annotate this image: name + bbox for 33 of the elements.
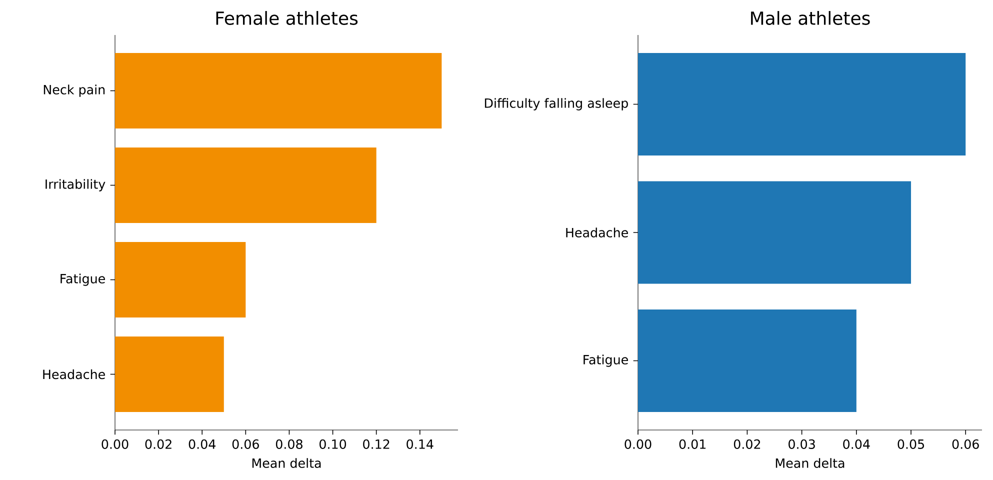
- x-tick-label: 0.00: [624, 439, 652, 449]
- bar: [115, 147, 376, 224]
- x-tick-label: 0.00: [102, 439, 128, 449]
- x-tick-label: 0.02: [734, 439, 760, 449]
- y-tick-label: Fatigue: [584, 354, 628, 367]
- bar: [638, 181, 912, 284]
- x-tick-label: 0.14: [406, 439, 434, 449]
- x-tick-label: 0.04: [843, 439, 870, 449]
- y-tick-label: Neck pain: [44, 84, 105, 97]
- y-tick-label: Irritability: [46, 179, 106, 192]
- x-tick-label: 0.05: [898, 439, 924, 449]
- bar: [638, 309, 856, 412]
- chart-title: Male athletes: [751, 11, 870, 25]
- bar: [115, 52, 442, 129]
- y-tick-label: Headache: [43, 369, 105, 380]
- bar: [638, 52, 966, 156]
- chart-title: Female athletes: [216, 11, 358, 25]
- y-tick-label: Headache: [566, 228, 628, 238]
- x-tick-label: 0.08: [276, 439, 302, 449]
- y-tick-label: Difficulty falling asleep: [484, 98, 628, 110]
- bar: [115, 242, 246, 318]
- x-tick-label: 0.01: [679, 439, 706, 449]
- x-tick-label: 0.06: [952, 439, 979, 449]
- x-tick-label: 0.03: [788, 439, 815, 449]
- x-axis-title: Mean delta: [252, 458, 321, 468]
- x-tick-label: 0.10: [320, 439, 346, 449]
- x-axis-title: Mean delta: [776, 458, 844, 468]
- x-tick-label: 0.06: [232, 439, 259, 449]
- x-tick-label: 0.04: [188, 439, 216, 449]
- x-tick-label: 0.12: [363, 439, 390, 449]
- bar: [115, 336, 224, 412]
- y-tick-label: Fatigue: [60, 274, 105, 286]
- x-tick-label: 0.02: [145, 439, 172, 449]
